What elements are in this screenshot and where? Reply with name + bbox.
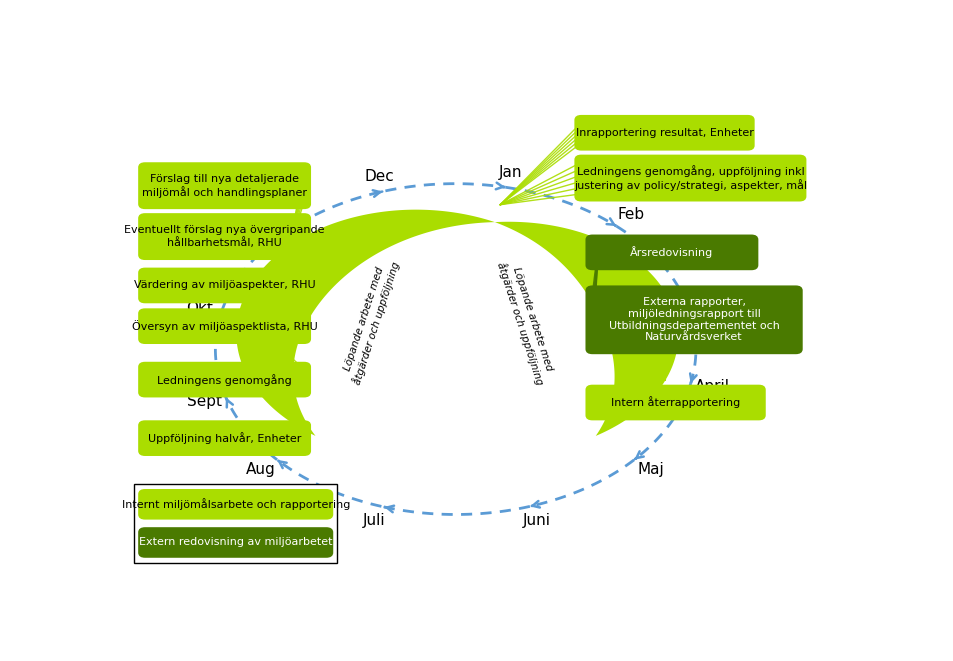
- Polygon shape: [495, 221, 678, 436]
- Text: Årsredovisning: Årsredovisning: [630, 247, 713, 258]
- Text: Eventuellt förslag nya övergripande
hållbarhetsmål, RHU: Eventuellt förslag nya övergripande håll…: [124, 225, 325, 248]
- FancyBboxPatch shape: [139, 268, 310, 302]
- Text: Dec: Dec: [364, 169, 394, 184]
- Text: Översyn av miljöaspektlista, RHU: Översyn av miljöaspektlista, RHU: [132, 320, 317, 332]
- Text: Ledningens genomgång: Ledningens genomgång: [157, 373, 292, 385]
- FancyBboxPatch shape: [139, 163, 310, 208]
- Text: Löpande arbete med
åtgärder och uppföljning: Löpande arbete med åtgärder och uppföljn…: [495, 256, 557, 386]
- FancyBboxPatch shape: [586, 386, 764, 419]
- FancyBboxPatch shape: [139, 421, 310, 455]
- Text: April: April: [694, 379, 729, 394]
- Text: Uppföljning halvår, Enheter: Uppföljning halvår, Enheter: [148, 432, 301, 444]
- Text: Externa rapporter,
miljöledningsrapport till
Utbildningsdepartementet och
Naturv: Externa rapporter, miljöledningsrapport …: [608, 297, 779, 342]
- FancyBboxPatch shape: [133, 484, 337, 563]
- Text: Förslag till nya detaljerade
miljömål och handlingsplaner: Förslag till nya detaljerade miljömål oc…: [142, 174, 307, 198]
- Text: Feb: Feb: [618, 208, 644, 222]
- Text: Juli: Juli: [363, 514, 385, 528]
- FancyBboxPatch shape: [586, 235, 757, 269]
- Text: Ledningens genomgång, uppföljning inkl
justering av policy/strategi, aspekter, m: Ledningens genomgång, uppföljning inkl j…: [574, 165, 806, 191]
- FancyBboxPatch shape: [139, 490, 332, 519]
- Text: Sept: Sept: [187, 395, 222, 409]
- Text: Jan: Jan: [498, 165, 521, 180]
- FancyBboxPatch shape: [139, 214, 310, 259]
- Text: Inrapportering resultat, Enheter: Inrapportering resultat, Enheter: [575, 128, 753, 137]
- Text: Mars: Mars: [686, 286, 723, 301]
- FancyBboxPatch shape: [139, 309, 310, 343]
- FancyBboxPatch shape: [575, 156, 804, 200]
- FancyBboxPatch shape: [139, 528, 332, 557]
- Text: Aug: Aug: [246, 463, 275, 477]
- FancyBboxPatch shape: [139, 363, 310, 397]
- Polygon shape: [236, 210, 495, 436]
- Text: Löpande arbete med
åtgärder och uppföljning: Löpande arbete med åtgärder och uppföljn…: [339, 256, 401, 386]
- Text: Maj: Maj: [637, 463, 663, 477]
- Text: Extern redovisning av miljöarbetet: Extern redovisning av miljöarbetet: [139, 537, 332, 547]
- Text: Okt: Okt: [186, 301, 213, 316]
- FancyBboxPatch shape: [575, 116, 753, 149]
- Text: Värdering av miljöaspekter, RHU: Värdering av miljöaspekter, RHU: [133, 280, 315, 290]
- Text: Nov: Nov: [233, 230, 263, 245]
- Text: Juni: Juni: [522, 514, 550, 528]
- FancyBboxPatch shape: [586, 286, 801, 353]
- Text: Internt miljömålsarbete och rapportering: Internt miljömålsarbete och rapportering: [121, 498, 350, 510]
- Text: Intern återrapportering: Intern återrapportering: [610, 397, 740, 408]
